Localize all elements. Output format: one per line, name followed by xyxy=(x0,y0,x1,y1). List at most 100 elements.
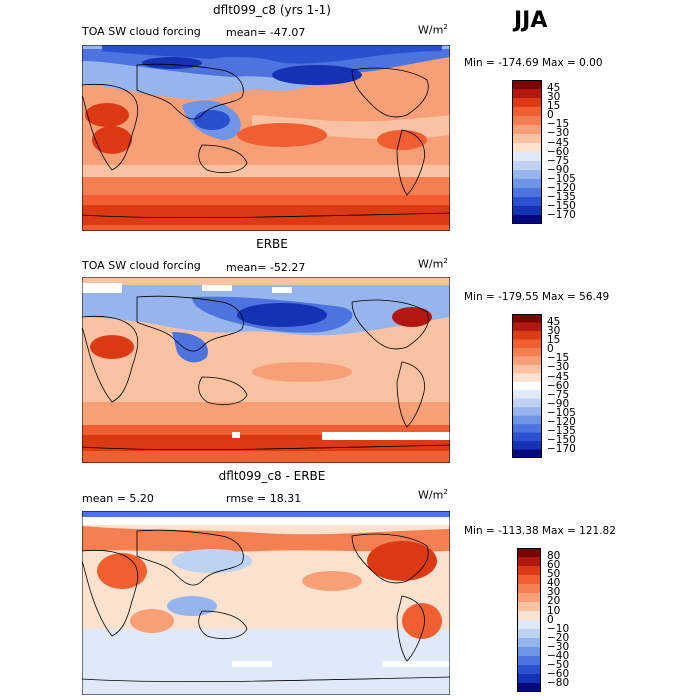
colorbar-tick-label: −45 xyxy=(547,136,570,149)
panel3-title: dflt099_c8 - ERBE xyxy=(218,469,326,483)
colorbar-tick-label: −90 xyxy=(547,397,570,410)
colorbar-swatch xyxy=(517,647,541,657)
colorbar-tick-label: −150 xyxy=(547,434,576,447)
colorbar-border xyxy=(512,80,542,224)
colorbar-tick-label: −20 xyxy=(547,631,570,644)
colorbar-tick-label: −170 xyxy=(547,209,576,222)
colorbar-tick-label: 50 xyxy=(547,568,561,581)
colorbar-swatch xyxy=(512,356,542,366)
colorbar-tick-label: 30 xyxy=(547,586,561,599)
colorbar-swatch xyxy=(512,441,542,450)
panel2-units: W/m2 xyxy=(418,257,448,271)
colorbar-tick-label: −60 xyxy=(547,668,570,681)
colorbar-swatch xyxy=(512,381,542,391)
colorbar-swatch xyxy=(512,373,542,383)
colorbar-tick-label: −80 xyxy=(547,677,570,690)
colorbar-swatch xyxy=(512,424,542,433)
panel2-mean: mean= -52.27 xyxy=(226,261,306,274)
panel1-colorbar xyxy=(512,80,542,224)
colorbar-swatch xyxy=(517,656,541,666)
colorbar-tick-label: 20 xyxy=(547,595,561,608)
colorbar-tick-label: 45 xyxy=(547,82,561,94)
colorbar-tick-label: 0 xyxy=(547,343,554,356)
colorbar-swatch xyxy=(512,314,542,323)
colorbar-swatch xyxy=(512,98,542,108)
colorbar-tick-label: 30 xyxy=(547,91,561,104)
panel3-units: W/m2 xyxy=(418,488,448,502)
colorbar-swatch xyxy=(512,407,542,416)
colorbar-swatch xyxy=(512,206,542,216)
colorbar-swatch xyxy=(517,620,541,630)
colorbar-swatch xyxy=(517,683,541,692)
colorbar-tick-label: −15 xyxy=(547,118,570,131)
colorbar-swatch xyxy=(517,593,541,603)
colorbar-tick-label: −30 xyxy=(547,127,570,140)
colorbar-tick-label: 15 xyxy=(547,334,561,347)
colorbar-swatch xyxy=(512,432,542,442)
colorbar-swatch xyxy=(512,415,542,425)
panel2-colorbar-labels: 45 30 15 0 −15 −30 −45 −60 −75 −90 −105 −120 −135 −15… xyxy=(547,316,576,456)
colorbar-swatch xyxy=(512,197,542,207)
colorbar-tick-label: 10 xyxy=(547,604,561,617)
colorbar-tick-label: −120 xyxy=(547,416,576,429)
colorbar-swatch xyxy=(517,674,541,684)
colorbar-swatch xyxy=(517,629,541,639)
colorbar-tick-label: −135 xyxy=(547,425,576,438)
colorbar-swatch xyxy=(512,89,542,99)
colorbar-tick-label: 0 xyxy=(547,109,554,122)
colorbar-tick-label: 30 xyxy=(547,325,561,338)
colorbar-swatch xyxy=(512,347,542,357)
colorbar-tick-label: −10 xyxy=(547,622,570,635)
colorbar-swatch xyxy=(512,125,542,135)
colorbar-swatch xyxy=(512,143,542,153)
colorbar-swatch xyxy=(517,557,541,567)
colorbar-swatch xyxy=(512,152,542,162)
colorbar-swatch xyxy=(512,188,542,198)
colorbar-tick-label: 45 xyxy=(547,316,561,328)
panel3-colorbar xyxy=(517,548,541,692)
colorbar-swatch xyxy=(517,566,541,576)
panel3-mean: mean = 5.20 xyxy=(82,492,154,505)
colorbar-swatch xyxy=(512,322,542,332)
panel1-mean: mean= -47.07 xyxy=(226,26,306,39)
colorbar-swatch xyxy=(512,398,542,408)
colorbar-tick-label: −90 xyxy=(547,163,570,176)
colorbar-swatch xyxy=(517,611,541,621)
colorbar-swatch xyxy=(512,390,542,400)
panel3-minmax: Min = -113.38 Max = 121.82 xyxy=(464,525,616,537)
colorbar-swatch xyxy=(512,339,542,349)
colorbar-tick-label: −120 xyxy=(547,182,576,195)
colorbar-tick-label: −105 xyxy=(547,172,576,185)
colorbar-tick-label: 60 xyxy=(547,559,561,572)
panel2-field-label: TOA SW cloud forcing xyxy=(82,259,201,272)
panel1-colorbar-labels: 45 30 15 0 −15 −30 −45 −60 −75 −90 −105 −120 −135 −15… xyxy=(547,82,576,222)
colorbar-tick-label: −60 xyxy=(547,379,570,392)
colorbar-tick-label: −75 xyxy=(547,388,570,401)
colorbar-swatch xyxy=(517,584,541,594)
panel1-units: W/m2 xyxy=(418,23,448,37)
colorbar-tick-label: −170 xyxy=(547,443,576,456)
panel2-minmax: Min = -179.55 Max = 56.49 xyxy=(464,291,610,303)
colorbar-swatch xyxy=(512,364,542,374)
colorbar-swatch xyxy=(512,215,542,224)
colorbar-tick-label: −15 xyxy=(547,352,570,365)
colorbar-swatch xyxy=(517,575,541,585)
colorbar-tick-label: 15 xyxy=(547,100,561,113)
colorbar-tick-label: −50 xyxy=(547,659,570,672)
colorbar-tick-label: −75 xyxy=(547,154,570,167)
colorbar-swatch xyxy=(517,638,541,648)
colorbar-tick-label: −150 xyxy=(547,200,576,213)
panel1-map xyxy=(82,45,450,231)
colorbar-tick-label: −45 xyxy=(547,370,570,383)
panel3-rmse: rmse = 18.31 xyxy=(226,492,302,505)
colorbar-swatch xyxy=(517,665,541,675)
season-label: JJA xyxy=(514,8,548,33)
colorbar-border xyxy=(517,548,541,692)
panel1-title: dflt099_c8 (yrs 1-1) xyxy=(213,3,331,17)
panel2-map xyxy=(82,277,450,463)
panel3-colorbar-labels: 80 60 50 40 30 20 10 0 −10 −20 −30 −40 −50 −60 −80 xyxy=(547,551,570,690)
colorbar-swatch xyxy=(512,107,542,117)
panel3-map xyxy=(82,511,450,695)
panel1-field-label: TOA SW cloud forcing xyxy=(82,25,201,38)
colorbar-swatch xyxy=(512,170,542,180)
